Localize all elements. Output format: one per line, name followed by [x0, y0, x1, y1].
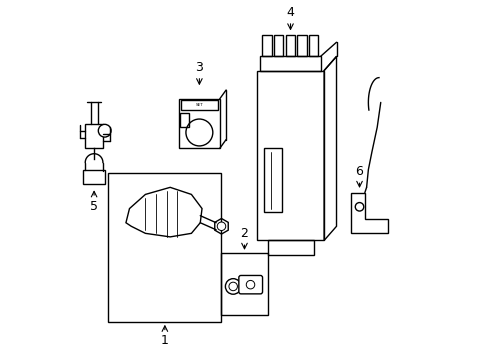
Bar: [221, 253, 267, 315]
Text: 4: 4: [286, 6, 294, 19]
Bar: [285, 35, 294, 57]
Circle shape: [228, 282, 237, 291]
Bar: [297, 35, 306, 57]
Bar: [83, 170, 104, 184]
FancyBboxPatch shape: [238, 275, 262, 294]
Bar: [256, 71, 324, 240]
Bar: [85, 123, 102, 148]
Text: 6: 6: [355, 166, 363, 179]
Circle shape: [355, 203, 363, 211]
Text: 5: 5: [90, 200, 98, 213]
Bar: [273, 35, 283, 57]
Circle shape: [98, 124, 111, 137]
Bar: [179, 99, 219, 148]
Bar: [308, 35, 318, 57]
Text: 2: 2: [240, 228, 248, 240]
Text: SET: SET: [195, 103, 203, 107]
Circle shape: [246, 280, 254, 289]
Circle shape: [225, 279, 241, 294]
Bar: [264, 148, 281, 212]
Bar: [260, 57, 320, 71]
Circle shape: [185, 119, 212, 146]
Bar: [108, 173, 221, 322]
Circle shape: [217, 222, 225, 230]
Bar: [180, 113, 189, 127]
Text: 1: 1: [161, 334, 168, 347]
Bar: [181, 100, 218, 110]
Bar: [262, 35, 271, 57]
Bar: [267, 240, 313, 255]
Text: 3: 3: [195, 61, 203, 74]
